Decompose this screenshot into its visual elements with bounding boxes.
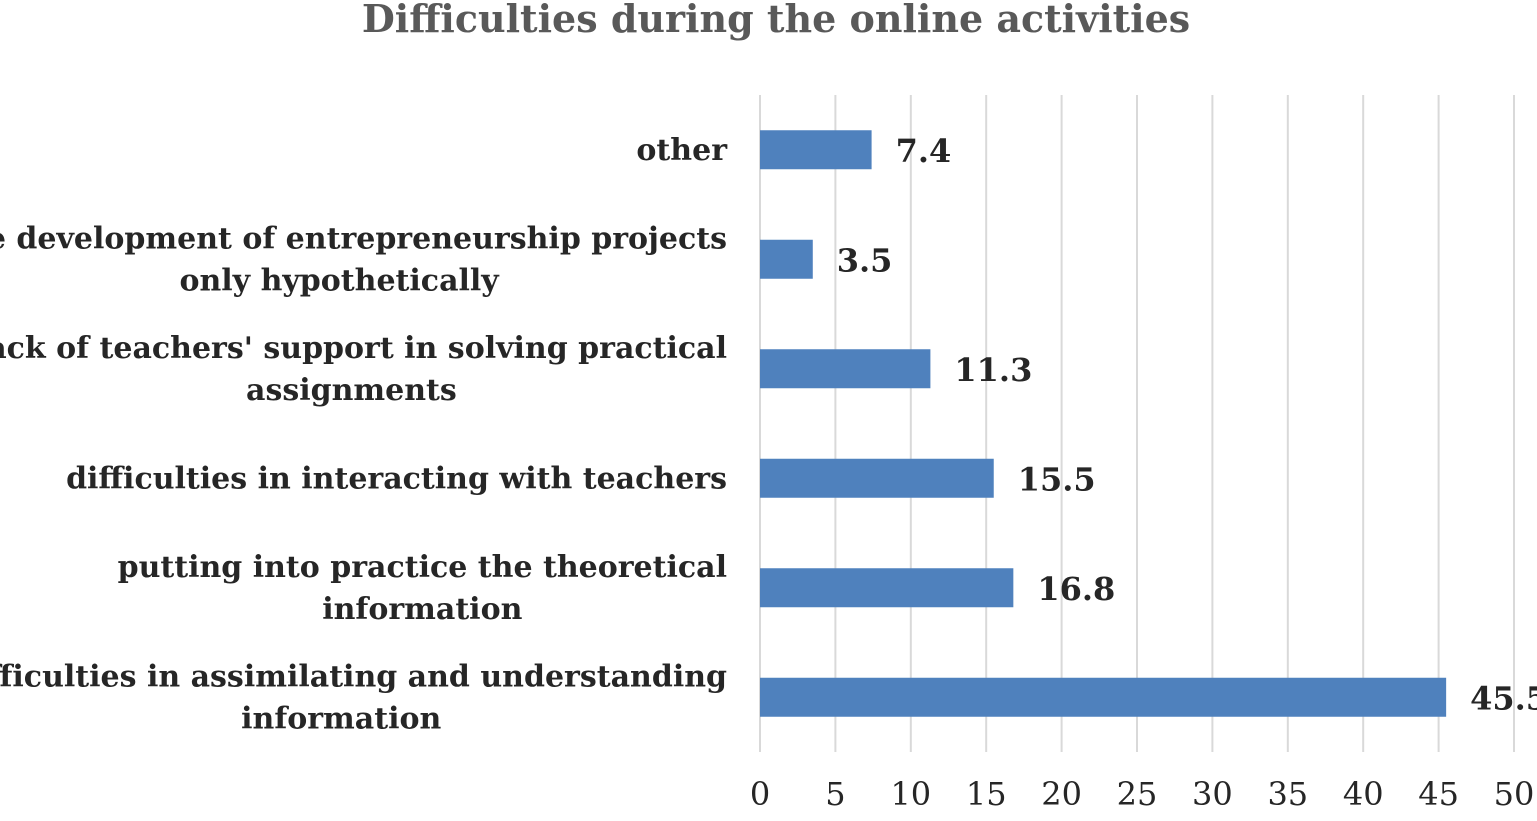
- x-tick-label: 30: [1192, 775, 1233, 813]
- category-label: information: [322, 592, 522, 627]
- category-label: the development of entrepreneurship proj…: [0, 221, 727, 256]
- bar: [760, 568, 1014, 608]
- x-axis-tick-labels: 0 5 10 15 20 25 30 35 40 45 50: [750, 775, 1535, 813]
- x-tick-label: 15: [966, 775, 1007, 813]
- bar: [760, 349, 931, 389]
- data-label: 7.4: [896, 132, 952, 170]
- x-tick-label: 35: [1267, 775, 1308, 813]
- x-tick-label: 20: [1041, 775, 1082, 813]
- category-label: difficulties in interacting with teacher…: [66, 461, 727, 496]
- gridlines: [759, 95, 1515, 752]
- x-tick-label: 5: [825, 775, 845, 813]
- bar: [760, 677, 1447, 717]
- category-labels: difficulties in assimilating and underst…: [0, 133, 728, 737]
- x-tick-label: 25: [1117, 775, 1158, 813]
- category-label: other: [636, 133, 728, 168]
- bar: [760, 239, 813, 279]
- category-label: difficulties in assimilating and underst…: [0, 659, 727, 694]
- data-label: 11.3: [954, 351, 1032, 389]
- data-label: 16.8: [1037, 570, 1115, 608]
- category-label: information: [241, 701, 441, 736]
- bars: [760, 130, 1447, 717]
- x-tick-label: 40: [1343, 775, 1384, 813]
- x-tick-label: 0: [750, 775, 770, 813]
- data-label: 3.5: [837, 241, 893, 279]
- bar: [760, 130, 872, 170]
- x-tick-label: 50: [1494, 775, 1535, 813]
- x-tick-label: 45: [1418, 775, 1459, 813]
- x-tick-label: 10: [890, 775, 931, 813]
- category-label: only hypothetically: [179, 263, 500, 298]
- data-label: 45.5: [1470, 679, 1537, 717]
- chart-title: Difficulties during the online activitie…: [362, 0, 1190, 41]
- data-label: 15.5: [1018, 460, 1096, 498]
- data-labels: 45.5 16.8 15.5 11.3 3.5 7.4: [837, 132, 1537, 718]
- category-label: lack of teachers' support in solving pra…: [0, 331, 727, 366]
- category-label: putting into practice the theoretical: [118, 550, 727, 585]
- bar: [760, 458, 994, 498]
- category-label: assignments: [246, 373, 457, 408]
